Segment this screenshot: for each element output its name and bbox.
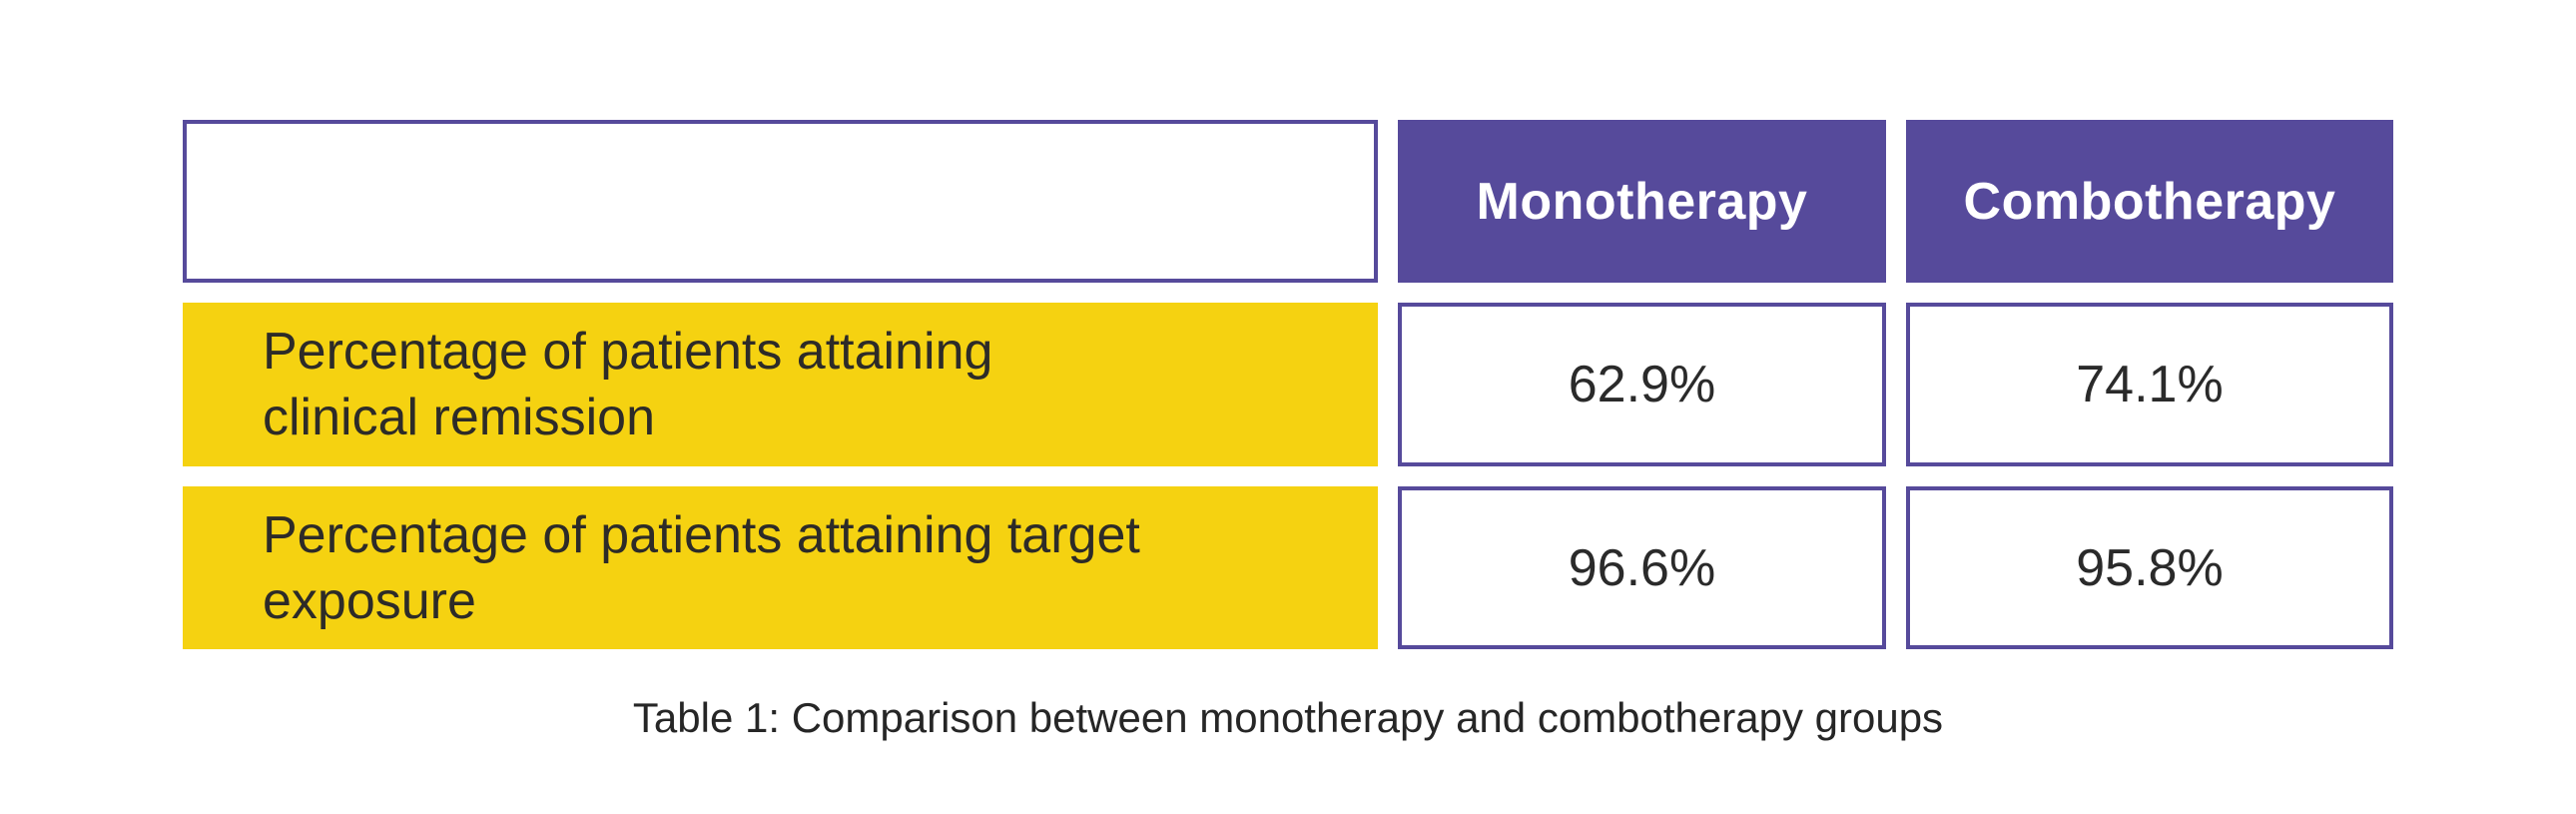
row-label-clinical-remission: Percentage of patients attaining clinica… bbox=[183, 303, 1378, 466]
row-label-line: Percentage of patients attaining bbox=[263, 323, 993, 381]
column-header-monotherapy: Monotherapy bbox=[1398, 120, 1886, 283]
table-caption: Table 1: Comparison between monotherapy … bbox=[632, 694, 1944, 741]
row-label-line: clinical remission bbox=[263, 389, 655, 446]
value-combotherapy-clinical-remission: 74.1% bbox=[1906, 303, 2393, 466]
column-header-combotherapy: Combotherapy bbox=[1906, 120, 2393, 283]
comparison-table: Monotherapy Combotherapy Percentage of p… bbox=[183, 120, 2393, 649]
row-label-target-exposure: Percentage of patients attaining target … bbox=[183, 486, 1378, 649]
value-monotherapy-target-exposure: 96.6% bbox=[1398, 486, 1886, 649]
corner-cell bbox=[183, 120, 1378, 283]
row-label-line: Percentage of patients attaining target bbox=[263, 505, 1140, 564]
row-label-line: exposure bbox=[263, 571, 476, 630]
value-monotherapy-clinical-remission: 62.9% bbox=[1398, 303, 1886, 466]
value-combotherapy-target-exposure: 95.8% bbox=[1906, 486, 2393, 649]
